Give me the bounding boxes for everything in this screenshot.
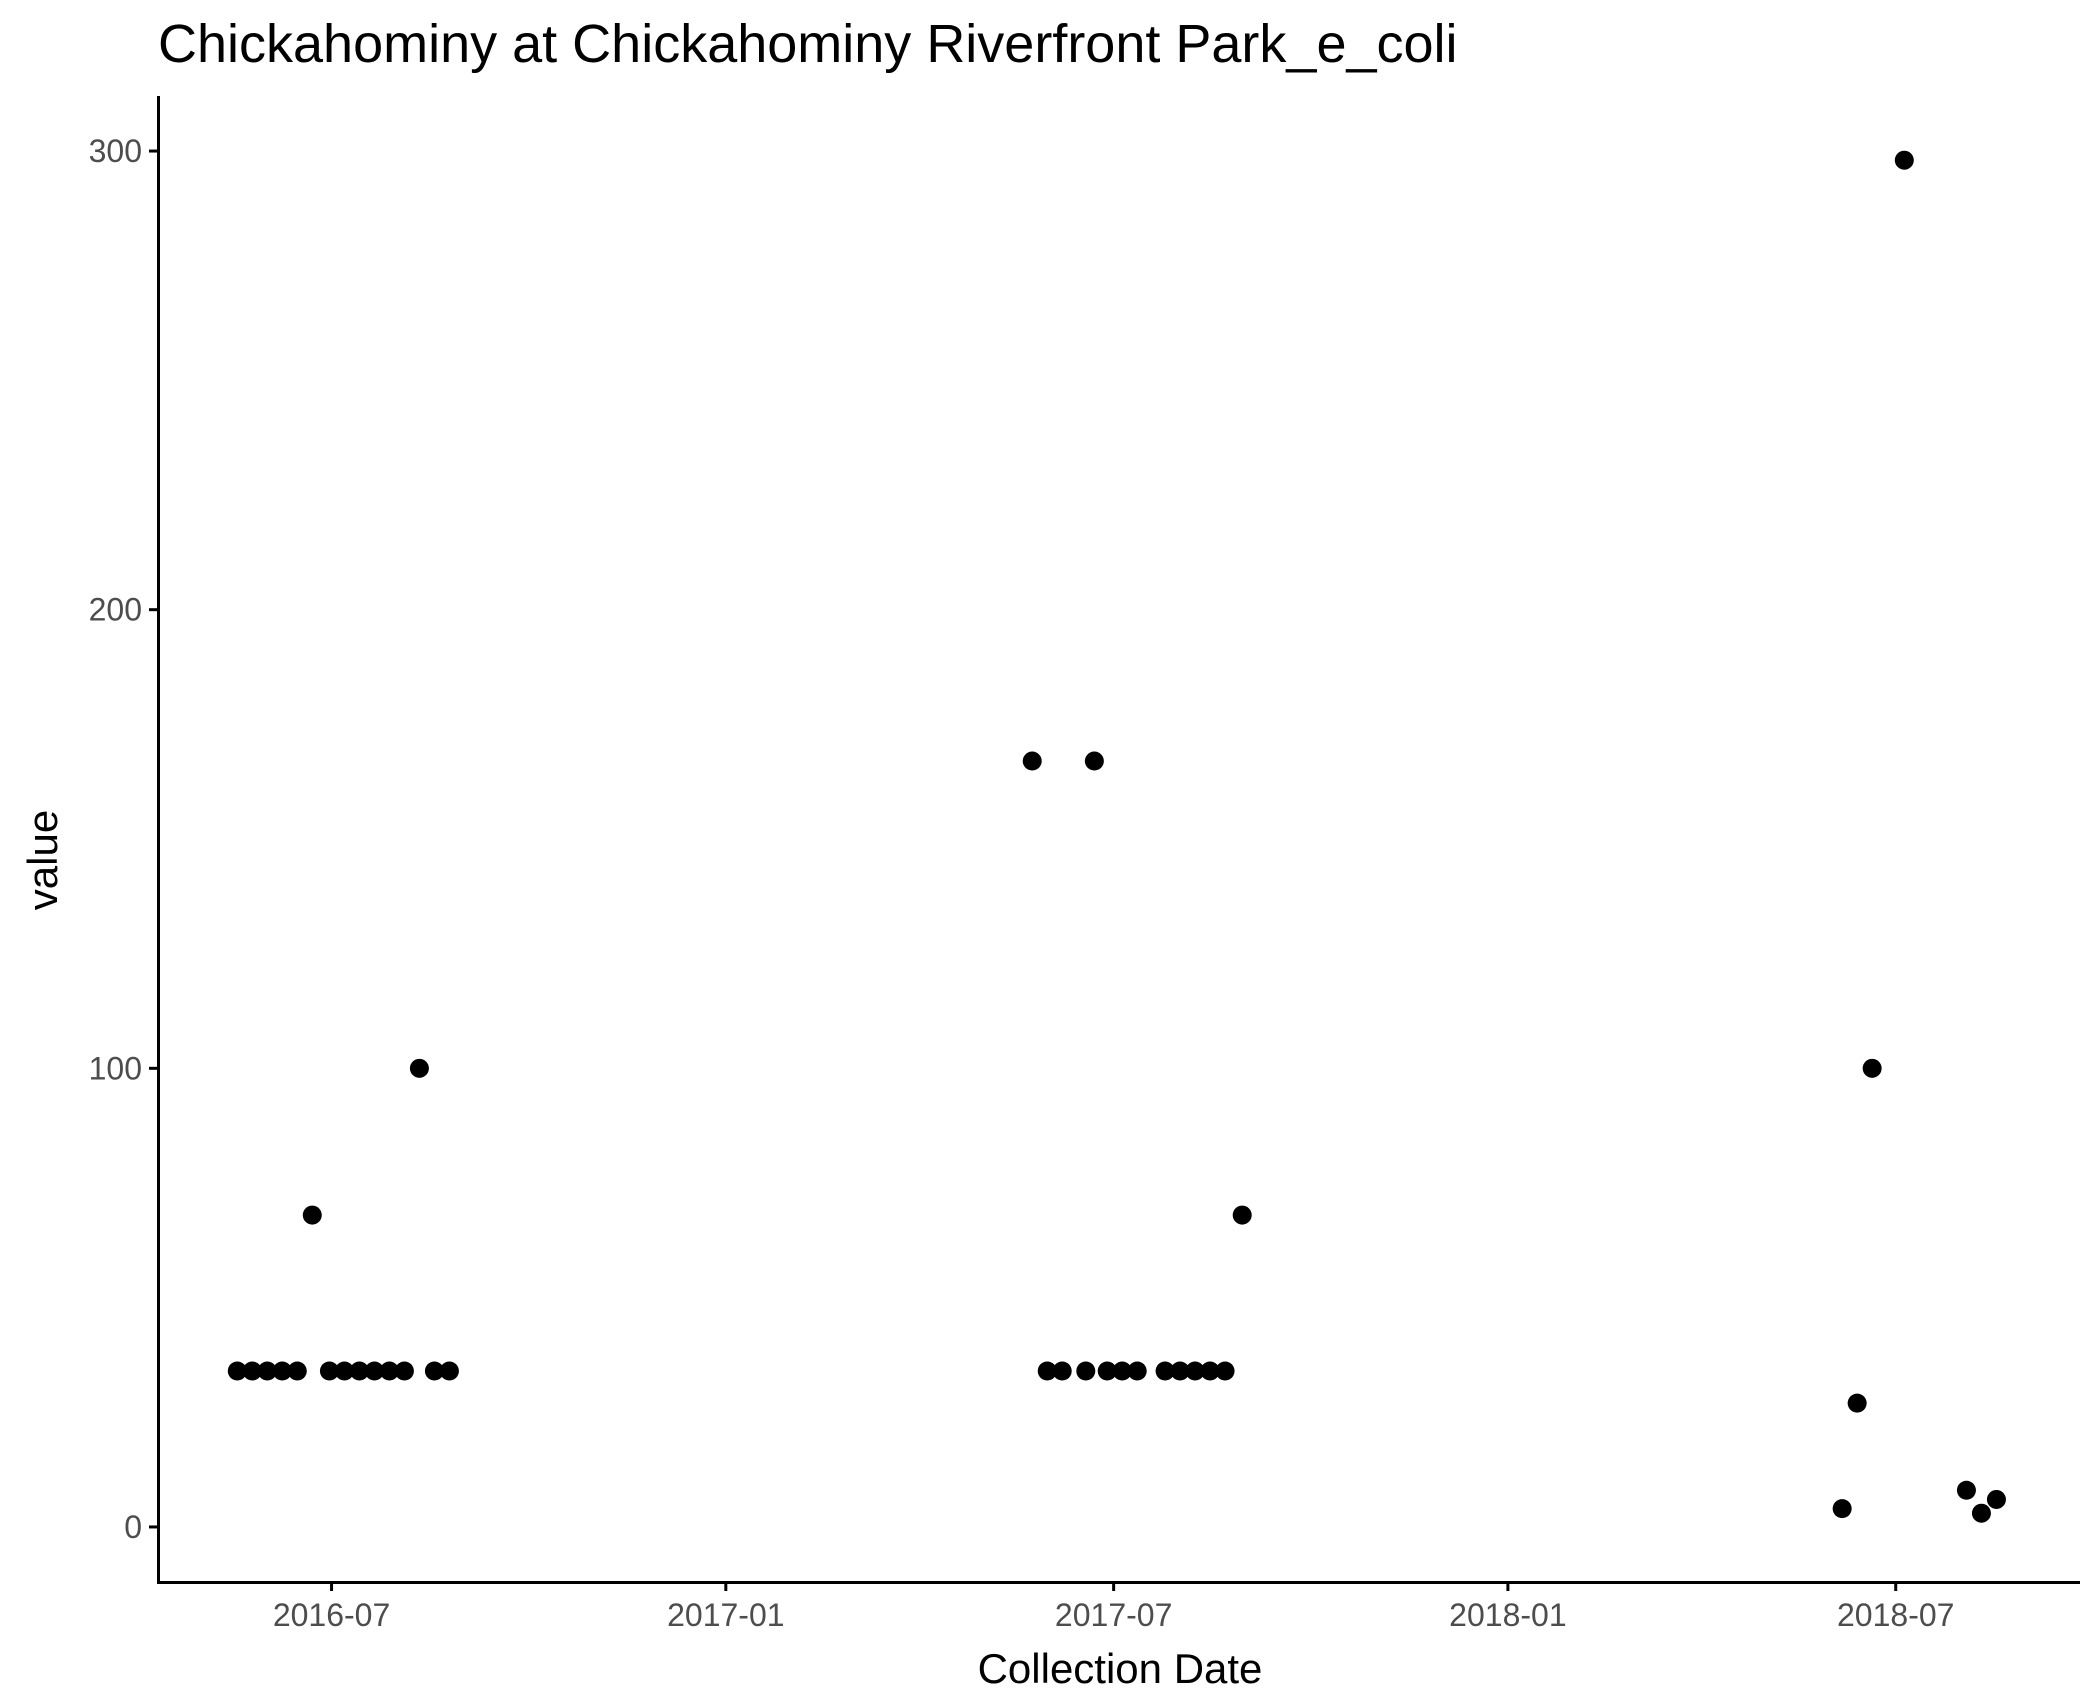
- y-tick-label: 100: [89, 1050, 142, 1086]
- data-point: [1127, 1361, 1147, 1381]
- y-axis-title: value: [19, 810, 66, 910]
- data-point: [1097, 1361, 1117, 1381]
- data-point: [1185, 1361, 1205, 1381]
- y-axis-ticks: 0 100 200 300: [89, 133, 158, 1545]
- x-tick-label: 2017-01: [667, 1597, 784, 1633]
- data-point: [379, 1361, 399, 1381]
- data-point: [364, 1361, 384, 1381]
- data-point: [227, 1361, 247, 1381]
- data-point: [1112, 1361, 1132, 1381]
- data-point: [409, 1058, 429, 1078]
- data-point: [1862, 1058, 1882, 1078]
- data-point: [1155, 1361, 1175, 1381]
- data-point: [1956, 1480, 1976, 1500]
- data-point: [1232, 1205, 1252, 1225]
- data-point: [272, 1361, 292, 1381]
- data-point: [1971, 1503, 1991, 1523]
- data-point: [1847, 1393, 1867, 1413]
- data-point: [349, 1361, 369, 1381]
- data-point: [302, 1205, 322, 1225]
- data-point: [1170, 1361, 1190, 1381]
- data-points: [227, 150, 2006, 1523]
- y-tick-label: 300: [89, 133, 142, 169]
- data-point: [1084, 751, 1104, 771]
- data-point: [1076, 1361, 1096, 1381]
- x-axis-ticks: 2016-07 2017-01 2017-07 2018-01 2018-07: [273, 1582, 1954, 1633]
- data-point: [242, 1361, 262, 1381]
- y-tick-label: 0: [124, 1509, 142, 1545]
- data-point: [334, 1361, 354, 1381]
- data-point: [1894, 150, 1914, 170]
- data-point: [424, 1361, 444, 1381]
- data-point: [1200, 1361, 1220, 1381]
- x-tick-label: 2018-07: [1837, 1597, 1954, 1633]
- data-point: [1986, 1489, 2006, 1509]
- x-tick-label: 2017-07: [1055, 1597, 1172, 1633]
- data-point: [287, 1361, 307, 1381]
- x-tick-label: 2016-07: [273, 1597, 390, 1633]
- data-point: [1052, 1361, 1072, 1381]
- y-tick-label: 200: [89, 592, 142, 628]
- x-tick-label: 2018-01: [1449, 1597, 1566, 1633]
- data-point: [1215, 1361, 1235, 1381]
- x-axis-title: Collection Date: [978, 1645, 1263, 1692]
- data-point: [1037, 1361, 1057, 1381]
- data-point: [257, 1361, 277, 1381]
- data-point: [1022, 751, 1042, 771]
- data-point: [319, 1361, 339, 1381]
- data-point: [394, 1361, 414, 1381]
- data-point: [1832, 1499, 1852, 1519]
- chart-title: Chickahominy at Chickahominy Riverfront …: [158, 14, 1458, 74]
- data-point: [439, 1361, 459, 1381]
